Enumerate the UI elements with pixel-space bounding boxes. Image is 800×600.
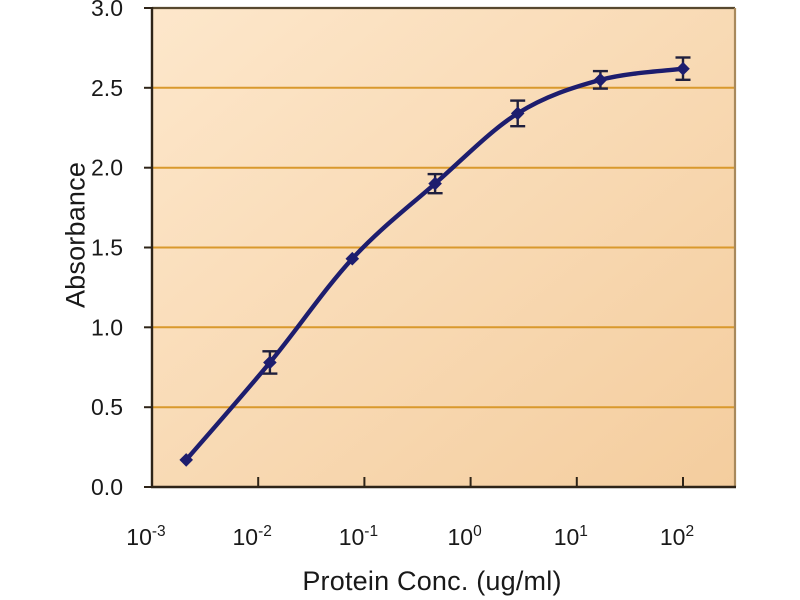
x-tick-label: 102 <box>660 523 694 550</box>
data-point-marker <box>428 176 442 191</box>
x-axis-title: Protein Conc. (ug/ml) <box>302 566 562 596</box>
x-tick-label: 100 <box>447 523 482 550</box>
data-point-marker <box>263 355 277 370</box>
x-tick-label: 101 <box>554 523 588 550</box>
y-tick-label: 2.0 <box>91 155 123 181</box>
y-tick-label: 1.0 <box>91 314 123 340</box>
y-tick-label: 2.5 <box>91 75 123 101</box>
y-tick-label: 1.5 <box>91 235 123 261</box>
data-point-marker <box>676 61 690 76</box>
y-tick-label: 0.0 <box>91 474 123 500</box>
y-tick-label: 0.5 <box>91 394 123 420</box>
x-tick-label: 10-2 <box>233 523 272 550</box>
data-point-marker <box>510 106 525 121</box>
x-tick-label: 10-1 <box>339 523 378 550</box>
y-tick-label: 3.0 <box>91 0 123 21</box>
data-point-marker <box>179 453 193 467</box>
data-point-marker <box>345 251 360 266</box>
y-axis-title: Absorbance <box>60 161 91 309</box>
data-point-marker <box>593 73 608 87</box>
x-tick-label: 10-3 <box>126 523 165 550</box>
